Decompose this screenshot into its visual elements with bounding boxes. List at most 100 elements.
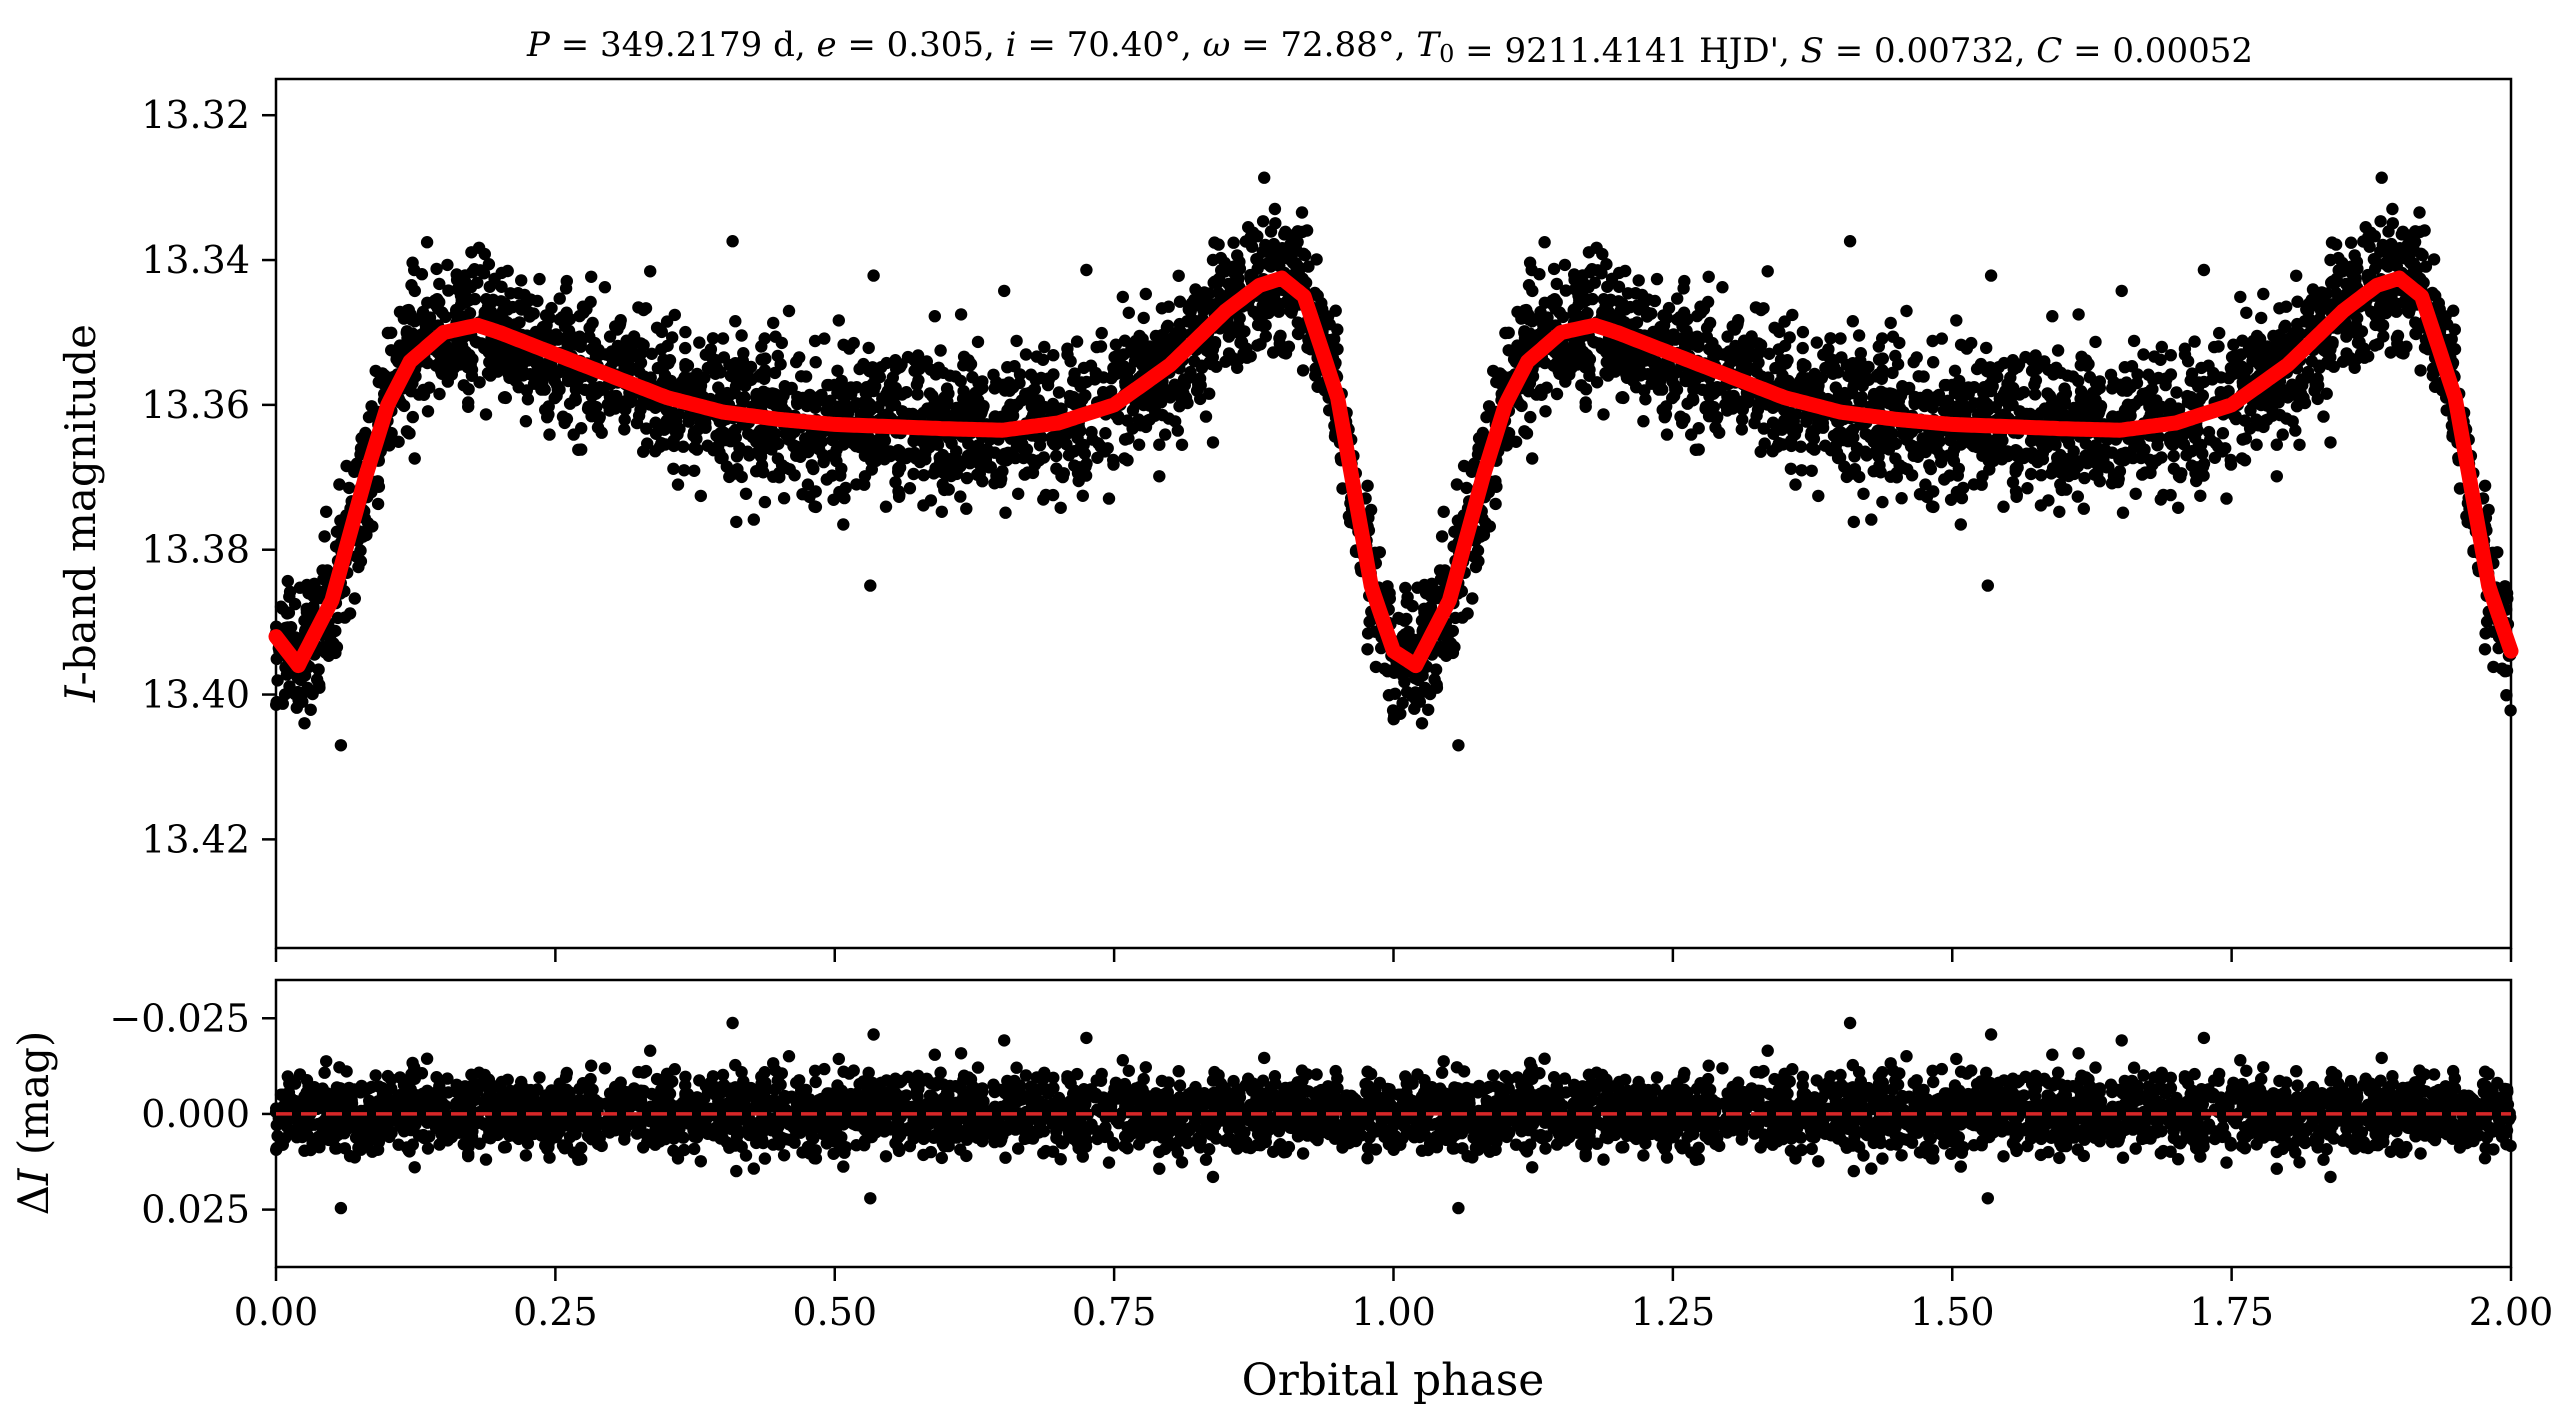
data-point bbox=[2255, 311, 2268, 325]
data-point bbox=[974, 458, 987, 472]
data-point bbox=[300, 606, 314, 619]
data-point bbox=[1238, 325, 1251, 338]
data-point bbox=[1965, 336, 1978, 350]
data-point bbox=[498, 297, 512, 310]
data-point bbox=[1940, 378, 1953, 392]
data-point bbox=[1867, 387, 1881, 401]
data-point bbox=[644, 265, 657, 278]
data-point bbox=[417, 383, 430, 397]
data-point bbox=[1735, 423, 1749, 436]
data-point bbox=[482, 258, 496, 271]
data-point bbox=[775, 336, 788, 350]
data-point bbox=[2115, 284, 2128, 298]
data-point bbox=[1523, 256, 1537, 269]
data-point bbox=[1559, 284, 1573, 297]
data-point bbox=[785, 381, 798, 395]
data-point bbox=[531, 358, 544, 372]
data-point bbox=[1296, 364, 1310, 377]
data-point bbox=[1068, 459, 1081, 472]
data-point bbox=[1159, 428, 1172, 441]
data-point bbox=[1134, 419, 1147, 432]
data-point bbox=[2270, 470, 2283, 483]
data-point bbox=[1418, 578, 1431, 592]
data-point bbox=[1713, 426, 1726, 439]
data-point bbox=[2227, 338, 2240, 351]
data-point bbox=[1601, 280, 1614, 293]
data-point bbox=[1520, 303, 1533, 317]
data-point bbox=[2036, 453, 2050, 466]
data-point bbox=[1399, 581, 1412, 595]
data-point bbox=[1418, 606, 1431, 619]
data-point bbox=[1597, 408, 1610, 421]
data-point bbox=[1550, 387, 1564, 401]
data-point bbox=[661, 377, 675, 390]
data-point bbox=[1398, 675, 1411, 689]
data-point bbox=[660, 414, 673, 427]
data-point bbox=[1139, 287, 1153, 301]
data-point bbox=[1658, 411, 1671, 424]
data-point bbox=[1742, 343, 1756, 356]
data-point bbox=[2270, 438, 2283, 451]
data-point bbox=[2127, 334, 2141, 348]
data-point bbox=[1539, 405, 1552, 418]
data-point bbox=[313, 681, 326, 694]
data-point bbox=[2028, 388, 2042, 401]
data-point bbox=[1690, 309, 1704, 323]
data-point bbox=[950, 401, 963, 415]
data-point bbox=[1927, 356, 1940, 369]
data-point bbox=[2099, 447, 2112, 460]
data-point bbox=[1117, 348, 1130, 361]
data-point bbox=[542, 369, 555, 382]
data-point bbox=[1080, 375, 1093, 389]
data-point bbox=[598, 281, 612, 294]
data-point bbox=[1159, 383, 1172, 396]
data-point bbox=[1890, 394, 1903, 408]
data-point bbox=[739, 487, 753, 500]
data-point bbox=[2114, 378, 2128, 391]
data-point bbox=[433, 387, 446, 401]
data-point bbox=[1761, 265, 1774, 278]
data-point bbox=[1831, 451, 1845, 465]
data-point bbox=[746, 431, 759, 444]
chart-title: P = 349.2179 d, e = 0.305, i = 70.40°, ω… bbox=[526, 25, 2253, 71]
data-point bbox=[805, 459, 818, 472]
data-point bbox=[281, 574, 294, 588]
data-point bbox=[822, 378, 836, 392]
data-point bbox=[2004, 371, 2017, 384]
data-point bbox=[1927, 485, 1940, 498]
data-point bbox=[1773, 325, 1786, 339]
data-point bbox=[2317, 410, 2330, 423]
data-point bbox=[2055, 483, 2068, 497]
data-point bbox=[2405, 257, 2419, 271]
data-point bbox=[1012, 487, 1025, 500]
data-point bbox=[2346, 267, 2359, 280]
data-point bbox=[1489, 497, 1502, 511]
data-point bbox=[735, 329, 748, 342]
data-point bbox=[2413, 206, 2426, 219]
data-point bbox=[354, 544, 367, 557]
data-point bbox=[1408, 702, 1421, 715]
data-point bbox=[2290, 269, 2303, 282]
data-point bbox=[726, 235, 739, 248]
data-point bbox=[863, 364, 876, 378]
residual-point bbox=[421, 1142, 435, 1155]
data-point bbox=[2320, 387, 2333, 400]
data-point bbox=[1980, 341, 1993, 355]
data-point bbox=[1947, 443, 1961, 456]
data-point bbox=[1448, 640, 1461, 654]
data-point bbox=[2402, 306, 2416, 319]
data-point bbox=[1693, 333, 1706, 346]
data-point bbox=[1502, 344, 1515, 357]
data-point bbox=[906, 407, 919, 421]
data-point bbox=[1524, 410, 1537, 424]
data-point bbox=[713, 427, 727, 440]
data-point bbox=[1850, 441, 1864, 455]
data-point bbox=[1703, 316, 1717, 330]
data-point bbox=[735, 470, 748, 484]
data-point bbox=[1612, 280, 1626, 293]
data-point bbox=[2280, 300, 2293, 313]
data-point bbox=[2118, 404, 2132, 417]
data-point bbox=[2034, 499, 2048, 512]
data-point bbox=[1831, 427, 1844, 440]
data-point bbox=[442, 284, 455, 297]
